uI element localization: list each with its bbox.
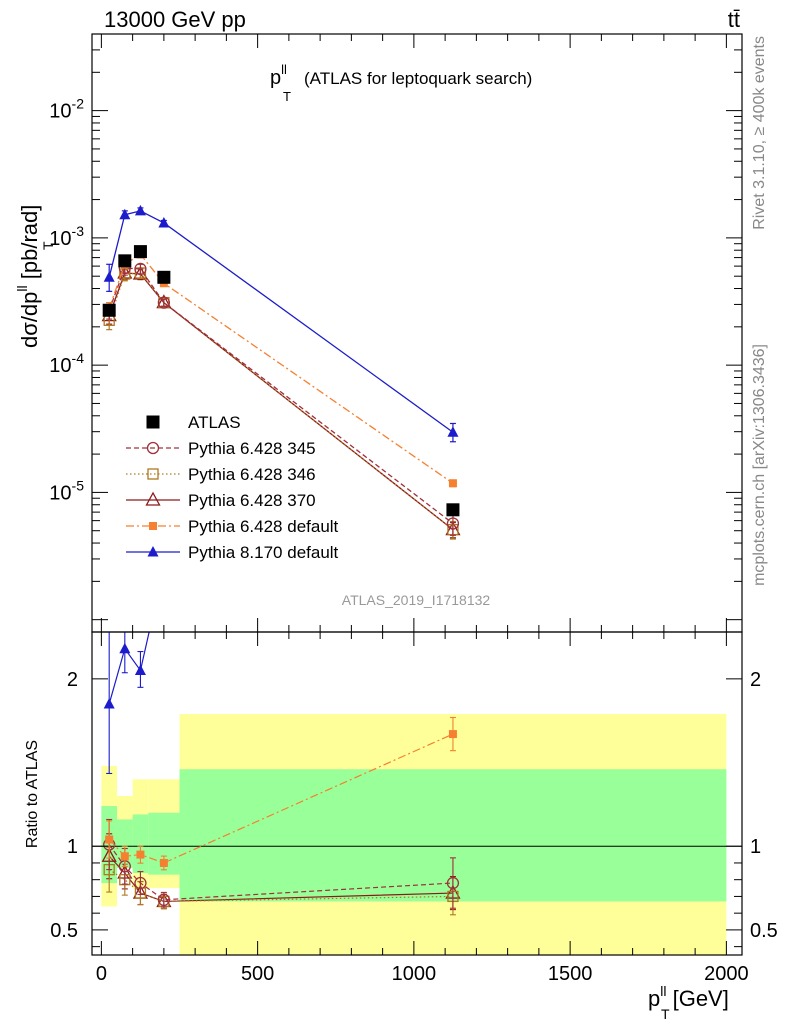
main-plot: 10-2 10-3 10-4 10-5 <box>49 33 743 633</box>
data-point <box>119 208 131 220</box>
legend-label: Pythia 8.170 default <box>188 543 339 562</box>
data-point <box>446 503 460 517</box>
ratio-point <box>134 664 146 675</box>
ratio-point <box>447 326 458 337</box>
ratio-frame <box>91 631 743 956</box>
y-axis-label: dσ/dpll [pb/rad] <box>14 205 42 348</box>
series-line <box>108 267 454 524</box>
data-point <box>446 517 460 530</box>
legend-label: Pythia 6.428 346 <box>188 465 316 484</box>
plot-title-rest: (ATLAS for leptoquark search) <box>304 69 532 88</box>
legend-label: Pythia 6.428 default <box>188 517 339 536</box>
legend: ATLAS Pythia 6.428 345 Pythia 6.428 346 Pyt… <box>126 413 339 562</box>
series-atlas <box>102 245 460 517</box>
data-point <box>134 262 147 276</box>
y-axis-ticks: 10-2 10-3 10-4 10-5 <box>49 33 742 621</box>
legend-label: Pythia 6.428 345 <box>188 439 316 458</box>
x-axis-label: pll [GeV] <box>648 983 729 1011</box>
y-tick-label: 10-2 <box>49 96 84 123</box>
data-point <box>103 271 115 282</box>
ratio-point <box>157 893 171 906</box>
top-series-layer <box>101 204 461 540</box>
ratio-point <box>120 852 129 861</box>
rivet-version-label: Rivet 3.1.10, ≥ 400k events <box>751 36 768 230</box>
x-axis-label-sub: T <box>661 1006 670 1022</box>
ratio-point <box>119 642 131 654</box>
channel-label: tt̄ <box>728 7 740 32</box>
legend-entry: Pythia 6.428 345 <box>126 439 316 458</box>
process-label: 13000 GeV pp <box>104 7 246 32</box>
data-point <box>133 245 147 259</box>
data-point <box>158 216 170 228</box>
legend-entry: ATLAS <box>146 413 241 432</box>
legend-marker <box>147 546 159 557</box>
plot-title: pll <box>270 62 287 89</box>
ratio-point <box>446 876 460 890</box>
source-label: mcplots.cern.ch [arXiv:1306.3436] <box>751 344 768 586</box>
x-tick-label: 0 <box>96 963 107 985</box>
ratio-point <box>105 835 114 844</box>
ratio-point <box>448 730 457 739</box>
ratio-point <box>103 697 115 709</box>
ratio-y-tick-label-right: 2 <box>750 669 761 691</box>
ratio-point <box>158 561 169 572</box>
data-point <box>157 270 171 284</box>
plot-title-sub: T <box>283 89 291 104</box>
y-tick-label: 10-3 <box>49 223 84 250</box>
ratio-point <box>134 876 147 890</box>
ratio-pythia-8-170-default <box>103 326 458 775</box>
x-tick-label: 2000 <box>704 963 749 985</box>
data-point <box>448 479 457 488</box>
data-point <box>102 303 116 317</box>
series-pythia-8-170-default <box>103 204 459 443</box>
ratio-point <box>136 850 145 859</box>
analysis-id: ATLAS_2019_I1718132 <box>342 592 491 608</box>
data-point <box>118 254 132 268</box>
legend-entry: Pythia 6.428 370 <box>126 491 316 510</box>
legend-marker <box>146 415 160 429</box>
legend-entry: Pythia 6.428 346 <box>126 465 316 484</box>
ratio-point <box>159 858 168 867</box>
uncertainty-bands <box>101 714 727 955</box>
legend-marker <box>146 441 160 455</box>
y-tick-label: 10-5 <box>49 477 84 504</box>
legend-entry: Pythia 8.170 default <box>126 543 339 562</box>
ratio-pythia-6-428-default <box>105 716 457 871</box>
legend-marker <box>147 468 159 480</box>
series-line <box>108 210 454 433</box>
y-tick-label: 10-4 <box>49 350 84 377</box>
ratio-y-ticks: 0.5 0.5 1 1 2 2 <box>50 669 778 948</box>
ratio-y-label: Ratio to ATLAS <box>24 740 41 848</box>
ratio-y-tick-label-right: 1 <box>750 836 761 858</box>
ratio-y-tick-label: 1 <box>67 836 78 858</box>
data-point <box>134 204 146 216</box>
x-tick-label: 1000 <box>392 963 437 985</box>
stat-uncertainty-band <box>132 814 149 873</box>
ratio-plot: 0.5 0.5 1 1 2 2 <box>50 326 778 956</box>
x-axis-ticks: 0 500 1000 1500 2000 <box>96 34 749 985</box>
data-point <box>157 296 171 309</box>
ratio-series-layer <box>101 326 461 916</box>
data-point <box>447 426 459 437</box>
legend-marker <box>149 522 157 530</box>
y-axis-label-sub: T <box>40 241 56 250</box>
x-tick-label: 1500 <box>548 963 593 985</box>
x-tick-label: 500 <box>241 963 274 985</box>
legend-label: ATLAS <box>188 413 241 432</box>
ratio-y-tick-label: 0.5 <box>50 920 78 942</box>
legend-entry: Pythia 6.428 default <box>126 517 339 536</box>
ratio-y-tick-label-right: 0.5 <box>750 920 778 942</box>
ratio-y-tick-label: 2 <box>67 669 78 691</box>
legend-label: Pythia 6.428 370 <box>188 491 316 510</box>
legend-marker <box>145 491 161 506</box>
